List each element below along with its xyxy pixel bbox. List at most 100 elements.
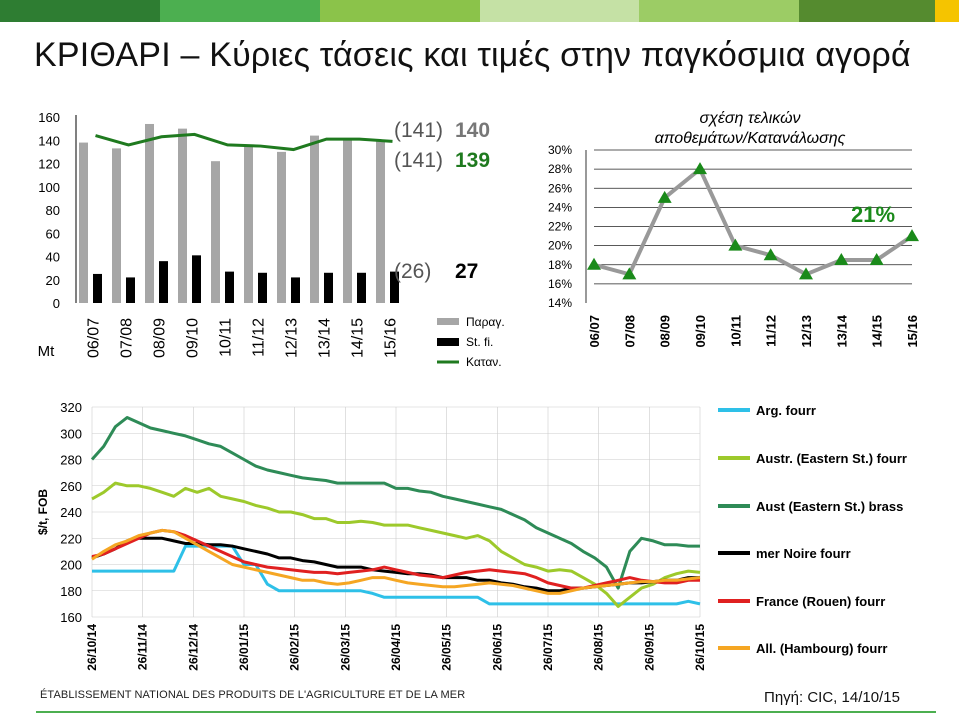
price-x-tick-label: 26/08/15 (592, 624, 606, 671)
ratio-x-tick-label: 11/12 (764, 315, 779, 347)
production-bar (376, 141, 385, 303)
stock-bar (192, 255, 201, 303)
y-tick-label: 40 (46, 250, 60, 265)
stock-bar (291, 277, 300, 303)
ratio-marker (905, 229, 919, 242)
price-series-line (91, 528, 701, 595)
ratio-last-value-label: 21% (851, 202, 895, 227)
x-tick-label: 10/11 (218, 318, 235, 357)
price-x-tick-label: 26/09/15 (642, 624, 656, 671)
stock-bar (159, 261, 168, 303)
page-title: ΚΡΙΘΑΡΙ – Κύριες τάσεις και τιμές στην π… (34, 36, 911, 74)
price-x-tick-label: 26/12/14 (186, 624, 200, 671)
price-x-tick-label: 26/02/15 (288, 624, 302, 671)
price-legend-label: mer Noire fourr (756, 546, 851, 561)
ratio-marker (834, 252, 849, 265)
price-series-line (91, 528, 700, 590)
annotation-value: 140 (455, 119, 490, 142)
ratio-chart-title: αποθεμάτων/Κατανάλωσης (655, 130, 846, 147)
x-tick-label: 09/10 (185, 318, 202, 358)
ratio-y-tick-label: 14% (548, 296, 572, 310)
production-bar (112, 148, 121, 303)
ratio-x-tick-label: 14/15 (870, 315, 885, 348)
price-legend-label: Arg. fourr (756, 403, 816, 418)
price-x-tick-label: 26/05/15 (440, 624, 454, 671)
stock-bar (258, 272, 267, 303)
ratio-marker (657, 190, 672, 203)
price-y-tick-label: 260 (60, 479, 82, 494)
top-bar-segment (159, 0, 321, 22)
price-y-tick-label: 240 (60, 505, 82, 520)
top-bar-segment (0, 0, 161, 22)
top-bar-segment (319, 0, 481, 22)
top-bar-segment (799, 0, 959, 22)
annotation-prefix: (141) (394, 119, 443, 142)
y-tick-label: 140 (38, 133, 60, 148)
annotation-prefix: (141) (394, 149, 443, 172)
price-y-tick-label: 200 (60, 558, 82, 573)
legend-label-production: Παραγ. (466, 315, 505, 329)
source-note: Πηγή: CIC, 14/10/15 (764, 689, 900, 706)
accent-dot (935, 0, 959, 22)
consumption-line (95, 132, 393, 152)
x-tick-label: 08/09 (152, 318, 169, 358)
price-x-tick-label: 26/01/15 (237, 624, 251, 671)
price-x-tick-label: 26/11/14 (136, 624, 150, 670)
price-y-tick-label: 160 (60, 610, 82, 625)
price-x-tick-label: 26/07/15 (541, 624, 555, 671)
ratio-x-tick-label: 12/13 (799, 315, 814, 348)
price-legend-label: France (Rouen) fourr (756, 594, 885, 609)
ratio-y-tick-label: 16% (548, 277, 572, 291)
x-tick-label: 07/08 (119, 318, 136, 358)
x-tick-label: 06/07 (86, 318, 103, 358)
stock-bar (225, 271, 234, 303)
ratio-y-tick-label: 20% (548, 239, 572, 253)
ratio-y-tick-label: 30% (548, 143, 572, 157)
y-tick-label: 160 (38, 110, 60, 125)
production-bar (211, 161, 220, 303)
ratio-x-tick-label: 07/08 (622, 315, 637, 348)
ratio-x-tick-label: 09/10 (693, 315, 708, 348)
ratio-marker (693, 162, 707, 175)
annotation-value: 27 (455, 260, 478, 283)
y-tick-label: 20 (46, 273, 60, 288)
price-x-tick-label: 26/03/15 (338, 624, 352, 671)
stock-bar (93, 273, 102, 303)
legend-label-consumption: Καταν. (466, 355, 502, 369)
production-bar (343, 139, 352, 303)
annotation-value: 139 (455, 149, 490, 172)
ratio-x-tick-label: 08/09 (658, 315, 673, 348)
ratio-marker (869, 252, 884, 265)
x-tick-label: 12/13 (284, 318, 301, 358)
production-bar (145, 123, 154, 303)
y-tick-label: 80 (46, 203, 60, 218)
ratio-x-tick-label: 06/07 (587, 315, 602, 348)
footer-divider (36, 711, 936, 713)
price-y-axis-label: $/t, FOB (36, 489, 50, 535)
ratio-x-tick-label: 10/11 (728, 315, 743, 347)
production-bar (277, 151, 286, 303)
price-legend-label: All. (Hambourg) fourr (756, 641, 887, 656)
price-x-tick-label: 26/04/15 (389, 624, 403, 671)
legend-swatch-production (437, 318, 459, 325)
legend-swatch-stock (437, 338, 459, 346)
stock-bar (390, 271, 399, 303)
ratio-x-tick-label: 15/16 (905, 315, 920, 348)
price-y-tick-label: 300 (60, 426, 82, 441)
ratio-y-tick-label: 18% (548, 258, 572, 272)
price-x-tick-label: 26/10/15 (693, 624, 707, 671)
price-y-tick-label: 320 (60, 400, 82, 415)
y-tick-label: 0 (53, 296, 60, 311)
stock-bar (324, 272, 333, 303)
price-x-tick-label: 26/10/14 (85, 624, 99, 671)
ratio-marker (763, 248, 778, 261)
y-unit-label: Mt (38, 343, 55, 360)
x-tick-label: 14/15 (350, 318, 367, 358)
x-tick-label: 11/12 (251, 318, 268, 357)
ratio-y-tick-label: 24% (548, 200, 572, 214)
top-color-bar (0, 0, 959, 22)
y-tick-label: 100 (38, 180, 60, 195)
price-y-tick-label: 220 (60, 531, 82, 546)
annotation-prefix: (26) (394, 260, 431, 283)
price-series-line (92, 544, 701, 606)
